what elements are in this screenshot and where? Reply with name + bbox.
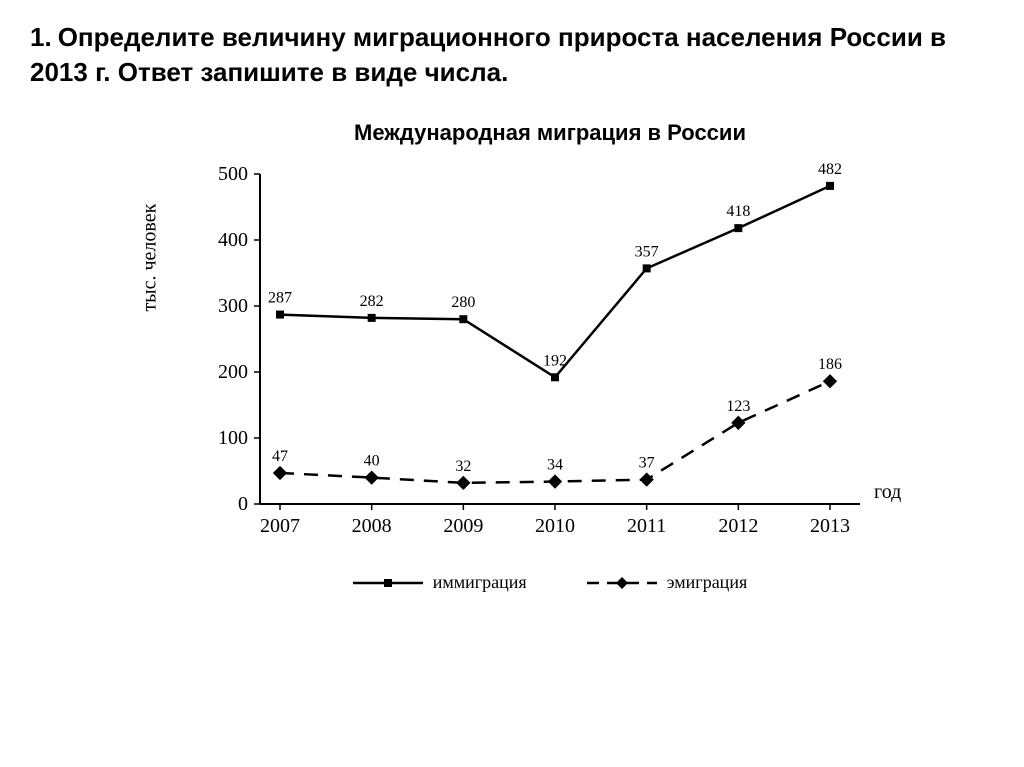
svg-text:год: год (874, 481, 901, 503)
legend-marker-emigration (587, 575, 657, 591)
svg-text:400: 400 (218, 229, 248, 251)
legend-item-immigration: иммиграция (353, 572, 527, 593)
svg-text:500: 500 (218, 163, 248, 185)
svg-text:47: 47 (272, 448, 288, 465)
svg-text:37: 37 (639, 455, 655, 472)
legend-marker-immigration (353, 575, 423, 591)
svg-text:100: 100 (218, 427, 248, 449)
svg-text:2009: 2009 (443, 515, 483, 537)
chart-plot-box: тыс. человек 010020030040050020072008200… (190, 154, 910, 554)
legend-item-emigration: эмиграция (587, 572, 748, 593)
svg-text:300: 300 (218, 295, 248, 317)
svg-text:2013: 2013 (810, 515, 850, 537)
question-text: 1.Определите величину миграционного прир… (30, 20, 950, 90)
svg-text:32: 32 (455, 458, 471, 475)
question-number: 1. (30, 22, 52, 52)
svg-text:34: 34 (547, 457, 563, 474)
svg-text:2011: 2011 (627, 515, 666, 537)
svg-text:2007: 2007 (260, 515, 300, 537)
svg-text:280: 280 (451, 294, 475, 311)
chart-legend: иммиграция эмиграция (190, 572, 910, 593)
question-body: Определите величину миграционного прирос… (30, 22, 946, 87)
y-axis-label: тыс. человек (139, 204, 162, 312)
svg-text:418: 418 (726, 203, 750, 220)
svg-text:2012: 2012 (718, 515, 758, 537)
svg-text:200: 200 (218, 361, 248, 383)
chart-title: Международная миграция в России (190, 120, 910, 146)
svg-text:123: 123 (726, 398, 750, 415)
legend-label-emigration: эмиграция (667, 572, 748, 593)
svg-text:40: 40 (364, 453, 380, 470)
chart-svg: 0 100 200 300 400 500 2007 2008 2009 2010 2011 2012… (190, 154, 910, 554)
svg-text:287: 287 (268, 290, 292, 307)
chart-container: Международная миграция в России тыс. чел… (190, 120, 910, 593)
svg-text:357: 357 (635, 244, 659, 261)
svg-text:2010: 2010 (535, 515, 575, 537)
svg-text:282: 282 (360, 293, 384, 310)
svg-text:186: 186 (818, 356, 842, 373)
svg-text:482: 482 (818, 161, 842, 178)
svg-text:0: 0 (238, 493, 248, 515)
svg-text:192: 192 (543, 352, 567, 369)
svg-text:2008: 2008 (352, 515, 392, 537)
legend-label-immigration: иммиграция (433, 572, 527, 593)
